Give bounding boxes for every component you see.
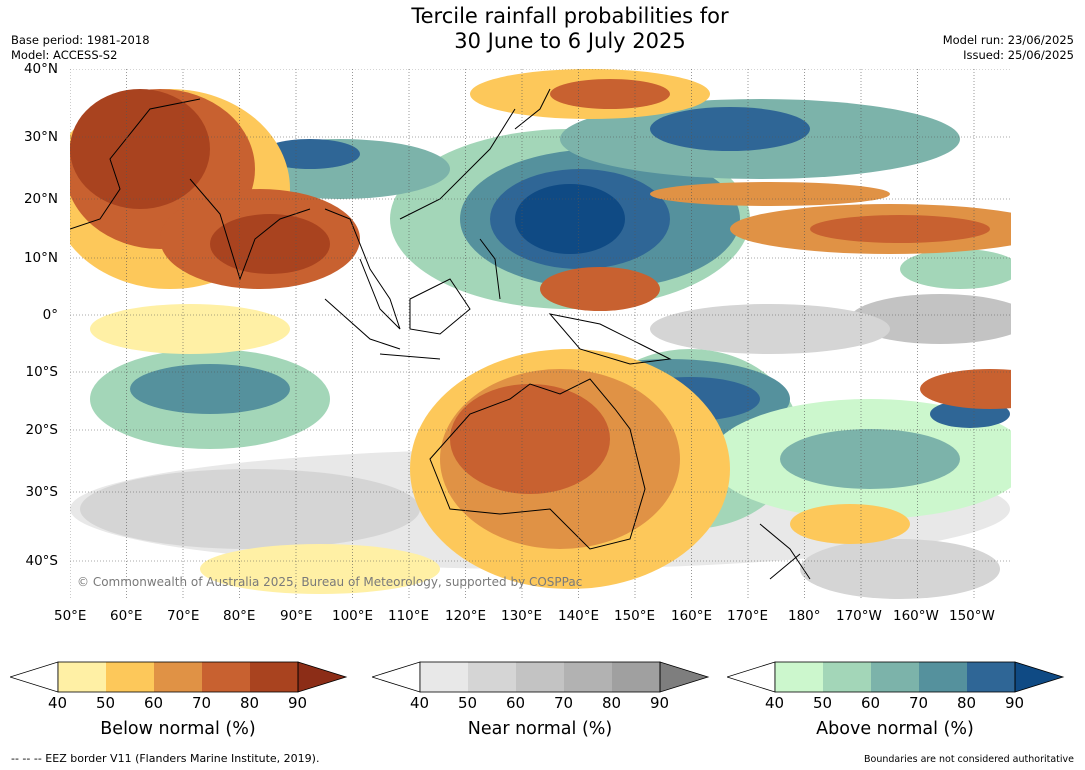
boundaries-disclaimer: Boundaries are not considered authoritat… [864, 754, 1074, 765]
lat-label-equator: 0° [42, 307, 58, 323]
lat-label-20s: 20°S [25, 422, 59, 438]
lat-label-30n: 30°N [23, 129, 58, 145]
lon-label: 150°W [949, 608, 995, 624]
lon-label: 170°W [836, 608, 882, 624]
lon-label: 160°E [671, 608, 713, 624]
lon-label: 170°E [727, 608, 769, 624]
lat-label-40n: 40°N [23, 61, 58, 77]
coastlines [70, 88, 811, 580]
tick: 60 [506, 694, 526, 712]
tick: 50 [96, 694, 116, 712]
probability-field [70, 69, 1011, 599]
title-line-2: 30 June to 6 July 2025 [454, 29, 686, 53]
colorbar-below-normal [10, 661, 348, 693]
lat-label-10s: 10°S [25, 364, 59, 380]
lon-label: 120°E [445, 608, 487, 624]
colorbar-below-ticks: 40 50 60 70 80 90 [48, 694, 318, 714]
tick: 70 [192, 694, 212, 712]
eez-border-note: -- -- -- EEZ border V11 (Flanders Marine… [11, 752, 320, 765]
colorbar-above-ticks: 40 50 60 70 80 90 [765, 694, 1035, 714]
colorbar-below-label: Below normal (%) [100, 719, 256, 739]
lon-label: 60°E [110, 608, 143, 624]
tick: 50 [458, 694, 478, 712]
lon-label: 110°E [388, 608, 430, 624]
lat-label-30s: 30°S [25, 484, 59, 500]
tick: 40 [48, 694, 68, 712]
lat-label-20n: 20°N [23, 191, 58, 207]
meta-right: Model run: 23/06/2025 Issued: 25/06/2025 [943, 33, 1074, 63]
model-name: Model: ACCESS-S2 [11, 48, 118, 62]
colorbar-near-label: Near normal (%) [467, 719, 613, 739]
colorbar-near-normal [372, 661, 710, 693]
tick: 60 [861, 694, 881, 712]
tick: 40 [765, 694, 785, 712]
issued-date: Issued: 25/06/2025 [963, 48, 1074, 62]
lon-label: 130°E [501, 608, 543, 624]
chart-title: Tercile rainfall probabilities for 30 Ju… [0, 4, 1085, 54]
tick: 40 [410, 694, 430, 712]
tick: 70 [554, 694, 574, 712]
tick: 50 [813, 694, 833, 712]
tick: 60 [144, 694, 164, 712]
colorbar-above-normal [727, 661, 1065, 693]
lon-label: 80°E [223, 608, 256, 624]
model-run: Model run: 23/06/2025 [942, 33, 1074, 47]
lon-label: 160°W [893, 608, 939, 624]
tick: 80 [602, 694, 622, 712]
base-period: Base period: 1981-2018 [11, 33, 150, 47]
lon-label: 90°E [280, 608, 313, 624]
lat-label-10n: 10°N [23, 250, 58, 266]
tick: 90 [650, 694, 670, 712]
tick: 70 [909, 694, 929, 712]
colorbar-above-label: Above normal (%) [816, 719, 974, 739]
lon-label: 70°E [167, 608, 200, 624]
lon-label: 50°E [54, 608, 87, 624]
rainfall-probability-map: © Commonwealth of Australia 2025, Bureau… [70, 69, 1011, 600]
lon-label: 150°E [614, 608, 656, 624]
colorbar-near-ticks: 40 50 60 70 80 90 [410, 694, 680, 714]
lon-label: 100°E [332, 608, 374, 624]
copyright-notice: © Commonwealth of Australia 2025, Bureau… [77, 575, 582, 589]
tick: 80 [957, 694, 977, 712]
graticule [70, 69, 1011, 600]
tick: 90 [1005, 694, 1025, 712]
title-line-1: Tercile rainfall probabilities for [411, 4, 729, 28]
lon-label: 140°E [558, 608, 600, 624]
lat-label-40s: 40°S [25, 553, 59, 569]
tick: 90 [288, 694, 308, 712]
meta-left: Base period: 1981-2018 Model: ACCESS-S2 [11, 33, 150, 63]
tick: 80 [240, 694, 260, 712]
lon-label: 180° [788, 608, 821, 624]
